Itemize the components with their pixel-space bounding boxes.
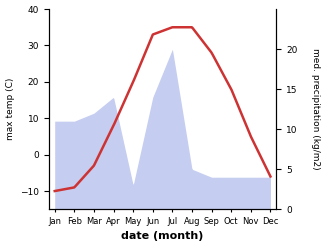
Y-axis label: max temp (C): max temp (C) (6, 78, 15, 140)
Y-axis label: med. precipitation (kg/m2): med. precipitation (kg/m2) (311, 48, 320, 170)
X-axis label: date (month): date (month) (121, 231, 204, 242)
